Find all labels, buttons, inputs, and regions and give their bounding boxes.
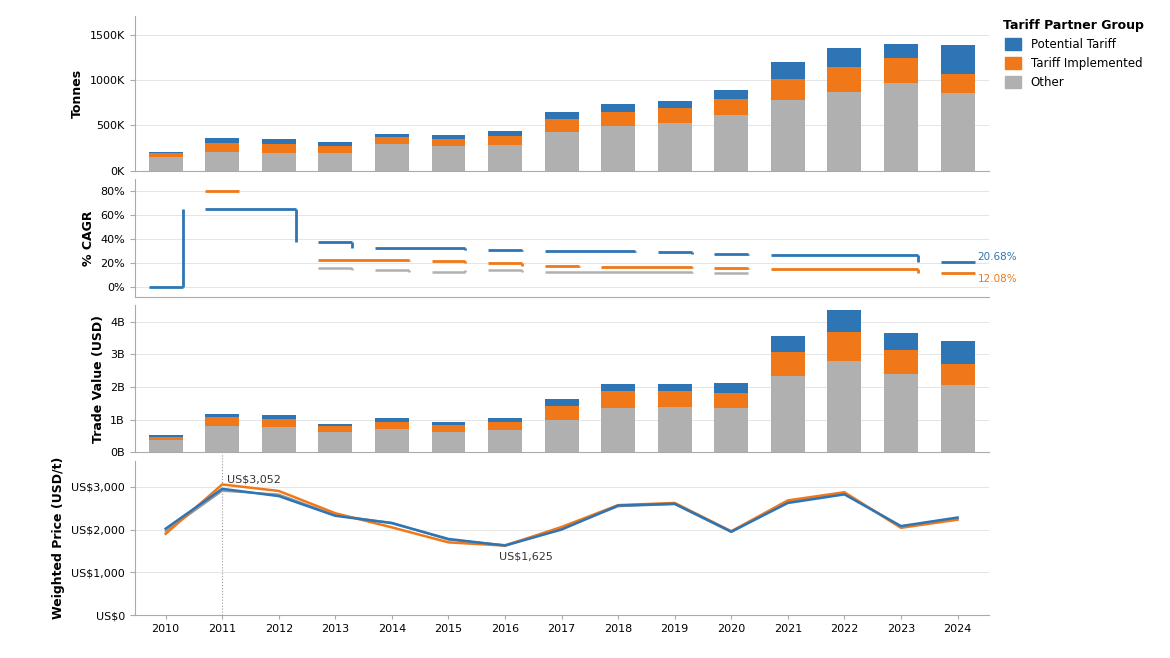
Bar bbox=[374, 134, 408, 137]
Bar bbox=[601, 392, 635, 409]
Bar bbox=[488, 422, 522, 430]
Bar bbox=[658, 108, 691, 122]
Bar bbox=[827, 332, 861, 361]
Bar bbox=[205, 426, 239, 452]
Bar bbox=[715, 99, 749, 115]
Bar bbox=[544, 406, 579, 420]
Bar bbox=[432, 138, 466, 146]
Bar bbox=[941, 365, 975, 386]
Bar bbox=[432, 422, 466, 425]
Bar bbox=[149, 157, 183, 170]
Bar bbox=[149, 440, 183, 452]
Bar bbox=[827, 361, 861, 452]
Bar bbox=[488, 145, 522, 170]
Y-axis label: % CAGR: % CAGR bbox=[82, 211, 95, 266]
Bar bbox=[885, 332, 918, 349]
Bar bbox=[262, 415, 296, 418]
Bar bbox=[262, 153, 296, 170]
Bar bbox=[544, 420, 579, 452]
Bar bbox=[318, 146, 352, 153]
Bar bbox=[374, 144, 408, 170]
Bar bbox=[658, 122, 691, 170]
Bar bbox=[715, 409, 749, 452]
Bar bbox=[374, 422, 408, 429]
Bar bbox=[318, 432, 352, 452]
Bar bbox=[205, 414, 239, 417]
Text: 20.68%: 20.68% bbox=[977, 252, 1017, 262]
Bar bbox=[601, 112, 635, 126]
Bar bbox=[601, 409, 635, 452]
Bar bbox=[658, 101, 691, 108]
Bar bbox=[771, 376, 805, 452]
Bar bbox=[318, 142, 352, 146]
Bar bbox=[658, 384, 691, 391]
Bar bbox=[432, 425, 466, 432]
Bar bbox=[771, 79, 805, 100]
Bar bbox=[205, 151, 239, 170]
Bar bbox=[885, 349, 918, 374]
Bar bbox=[827, 67, 861, 91]
Bar bbox=[771, 62, 805, 79]
Bar bbox=[658, 391, 691, 407]
Bar bbox=[432, 432, 466, 452]
Bar bbox=[544, 112, 579, 119]
Bar bbox=[544, 399, 579, 406]
Bar bbox=[432, 146, 466, 170]
Text: US$1,625: US$1,625 bbox=[500, 552, 553, 562]
Y-axis label: Tonnes: Tonnes bbox=[71, 69, 84, 118]
Bar bbox=[205, 138, 239, 143]
Bar bbox=[941, 74, 975, 93]
Bar bbox=[885, 43, 918, 58]
Bar bbox=[715, 384, 749, 393]
Bar bbox=[715, 393, 749, 409]
Bar bbox=[885, 83, 918, 170]
Bar bbox=[488, 131, 522, 136]
Bar bbox=[827, 91, 861, 170]
Legend: Potential Tariff, Tariff Implemented, Other: Potential Tariff, Tariff Implemented, Ot… bbox=[1003, 19, 1144, 89]
Bar bbox=[885, 58, 918, 83]
Bar bbox=[601, 126, 635, 170]
Bar bbox=[205, 417, 239, 426]
Bar bbox=[941, 93, 975, 170]
Bar bbox=[262, 427, 296, 452]
Bar bbox=[827, 48, 861, 67]
Bar bbox=[374, 418, 408, 422]
Bar bbox=[488, 418, 522, 422]
Bar bbox=[658, 407, 691, 452]
Bar bbox=[432, 135, 466, 138]
Bar bbox=[544, 119, 579, 132]
Bar bbox=[941, 386, 975, 452]
Bar bbox=[488, 430, 522, 452]
Bar bbox=[318, 426, 352, 432]
Bar bbox=[374, 137, 408, 144]
Bar bbox=[771, 100, 805, 170]
Y-axis label: Weighted Price (USD/t): Weighted Price (USD/t) bbox=[53, 457, 66, 619]
Bar bbox=[149, 153, 183, 157]
Bar bbox=[771, 336, 805, 352]
Bar bbox=[149, 437, 183, 440]
Bar bbox=[488, 136, 522, 145]
Text: 12.08%: 12.08% bbox=[977, 274, 1017, 284]
Bar bbox=[715, 115, 749, 170]
Bar bbox=[941, 45, 975, 74]
Bar bbox=[544, 132, 579, 170]
Bar bbox=[885, 374, 918, 452]
Text: US$3,052: US$3,052 bbox=[227, 474, 281, 484]
Bar bbox=[771, 352, 805, 376]
Bar bbox=[715, 90, 749, 99]
Bar bbox=[941, 341, 975, 365]
Y-axis label: Trade Value (USD): Trade Value (USD) bbox=[91, 315, 104, 443]
Bar bbox=[601, 103, 635, 112]
Bar bbox=[827, 310, 861, 332]
Bar bbox=[374, 429, 408, 452]
Bar bbox=[262, 418, 296, 427]
Bar bbox=[262, 144, 296, 153]
Bar bbox=[149, 152, 183, 153]
Bar bbox=[318, 153, 352, 170]
Bar bbox=[601, 384, 635, 392]
Bar bbox=[318, 424, 352, 426]
Bar bbox=[149, 436, 183, 437]
Bar bbox=[205, 143, 239, 151]
Bar bbox=[262, 139, 296, 144]
